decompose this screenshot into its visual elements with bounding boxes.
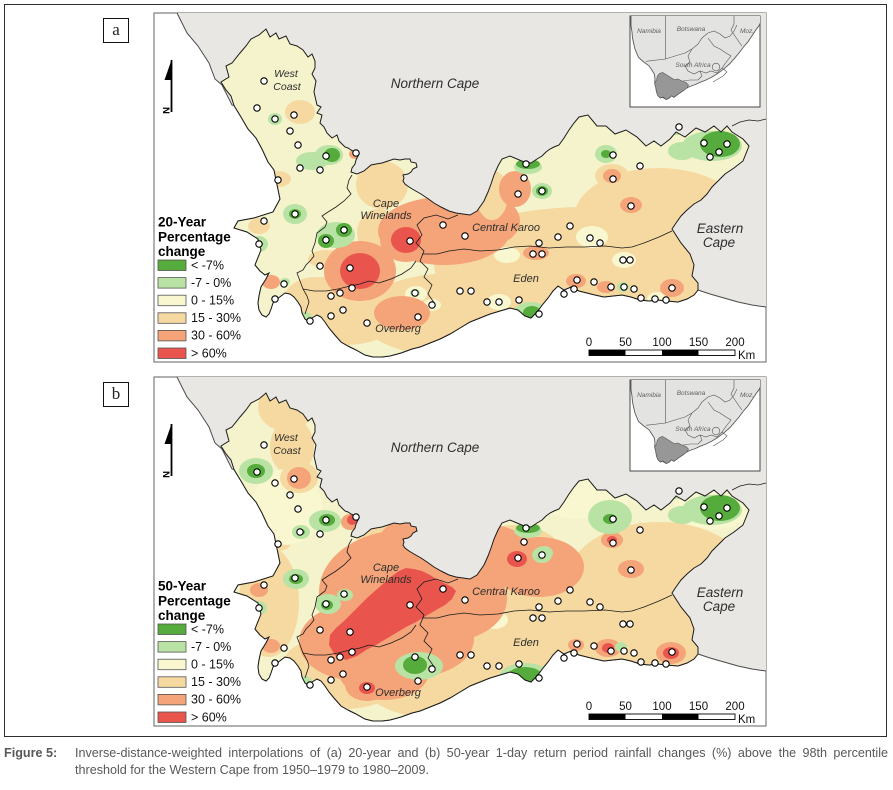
svg-text:change: change <box>158 608 206 623</box>
svg-text:Percentage: Percentage <box>158 594 231 609</box>
svg-text:Percentage: Percentage <box>158 230 231 245</box>
svg-text:50-Year: 50-Year <box>158 579 207 594</box>
svg-text:20-Year: 20-Year <box>158 215 207 230</box>
svg-text:change: change <box>158 244 206 259</box>
